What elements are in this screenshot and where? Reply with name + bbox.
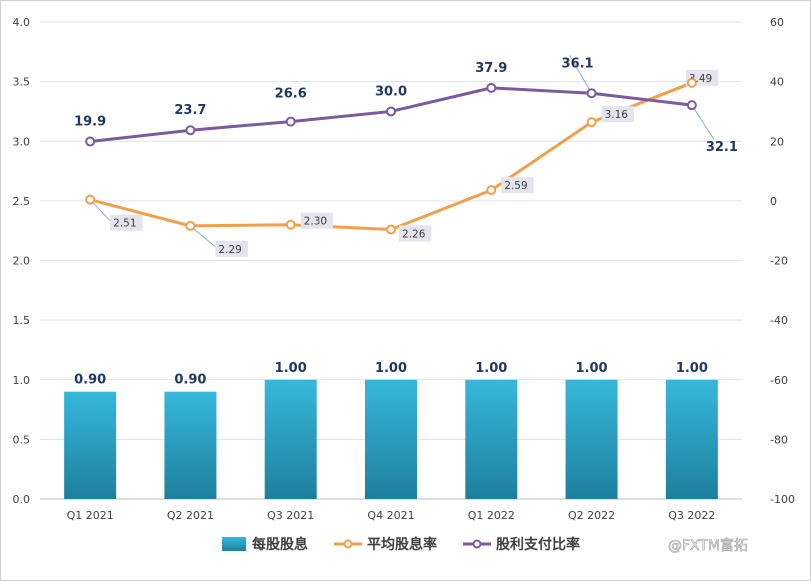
avg-yield-point [386, 224, 396, 235]
right-tick-label: 60 [770, 16, 784, 29]
payout-ratio-label: 32.1 [706, 140, 738, 155]
dividend-bar-label: 0.90 [74, 373, 106, 388]
avg-yield-label: 2.26 [402, 228, 426, 240]
avg-yield-point [85, 194, 96, 205]
x-axis-categories: Q1 2021 Q2 2021 Q3 2021 Q4 2021 Q1 2022 Q2 20… [67, 509, 716, 522]
category-label: Q2 2021 [167, 509, 214, 522]
right-tick-label: -80 [770, 433, 788, 446]
payout-ratio-label: 26.6 [275, 87, 307, 102]
avg-yield-leader [190, 225, 216, 248]
category-label: Q3 2022 [668, 509, 715, 522]
avg-yield-label-box [215, 240, 248, 257]
legend-marker-yield [343, 539, 353, 549]
legend: 每股股息 平均股息率 股利支付比率 [222, 536, 580, 553]
legend-label-dividend: 每股股息 [252, 536, 308, 553]
dividend-bar [465, 379, 518, 499]
category-label: Q4 2021 [367, 509, 414, 522]
right-axis-ticks: -100 -80 -60 -40 -20 0 20 40 60 [770, 16, 795, 506]
dividend-bar-label: 1.00 [275, 361, 307, 376]
avg-yield-point [486, 185, 497, 196]
avg-yield-label: 2.29 [218, 244, 241, 256]
right-tick-label: 0 [770, 195, 777, 208]
legend-label-ratio: 股利支付比率 [496, 536, 580, 553]
payout-ratio-label: 36.1 [562, 56, 594, 71]
avg-yield-label: 2.59 [504, 180, 527, 192]
category-label: Q3 2021 [267, 509, 314, 522]
left-tick-label: 3.5 [13, 76, 31, 89]
right-tick-label: -20 [770, 255, 788, 268]
left-tick-label: 2.0 [13, 255, 31, 268]
category-label: Q1 2022 [468, 509, 515, 522]
left-tick-label: 4.0 [13, 16, 31, 29]
legend-marker-ratio [472, 539, 482, 549]
payout-ratio-point [285, 116, 296, 127]
payout-ratio-point [185, 125, 196, 136]
dividend-bar [64, 391, 117, 499]
avg-yield-label: 3.16 [605, 109, 629, 121]
left-tick-label: 2.5 [13, 195, 31, 208]
right-tick-label: -100 [770, 493, 795, 506]
payout-ratio-leader [691, 104, 715, 140]
dividend-per-share-bars: 0.90 0.90 1.00 1.00 1.00 1.00 1.00 [64, 361, 718, 499]
payout-ratio-leader [569, 55, 593, 94]
avg-yield-series: 2.512.292.302.262.593.163.49 [85, 69, 719, 257]
left-tick-label: 1.0 [13, 374, 31, 387]
avg-yield-label: 2.30 [304, 216, 327, 228]
left-tick-label: 0.5 [13, 433, 31, 446]
avg-yield-label-box [110, 214, 143, 231]
left-tick-label: 3.0 [13, 135, 31, 148]
dividend-bar [365, 379, 417, 499]
avg-yield-point [285, 219, 296, 230]
avg-yield-label: 2.51 [113, 218, 136, 230]
left-tick-label: 1.5 [13, 314, 31, 327]
avg-yield-point [185, 220, 196, 231]
payout-ratio-label: 23.7 [174, 103, 206, 118]
right-tick-label: 40 [770, 76, 784, 89]
payout-ratio-label: 30.0 [375, 84, 407, 99]
payout-ratio-point [586, 88, 597, 99]
avg-yield-label-box [399, 225, 432, 242]
dividend-bar [565, 379, 618, 499]
category-label: Q2 2022 [568, 509, 615, 522]
gridlines [40, 21, 742, 500]
watermark: @FXTM富拓 [668, 537, 748, 554]
right-tick-label: -60 [770, 374, 788, 387]
payout-ratio-point [686, 100, 697, 111]
legend-label-yield: 平均股息率 [367, 536, 437, 553]
dividend-bar-label: 1.00 [676, 361, 708, 376]
right-tick-label: 20 [770, 135, 784, 148]
dividend-bar [665, 379, 718, 499]
avg-yield-label-box [601, 106, 634, 123]
payout-ratio-label: 37.9 [475, 61, 507, 76]
payout-ratio-point [386, 106, 396, 117]
payout-ratio-series: 19.9 23.7 26.6 30.0 37.9 36.1 32.1 [74, 55, 738, 155]
avg-yield-label-box [300, 212, 334, 229]
avg-yield-label-box [501, 177, 534, 194]
dividend-bar-label: 1.00 [576, 361, 608, 376]
avg-yield-point [686, 77, 697, 88]
dividend-bar [264, 379, 317, 499]
dividend-bar-label: 0.90 [174, 373, 206, 388]
dividend-bar-label: 1.00 [375, 361, 407, 376]
payout-ratio-point [486, 82, 497, 93]
avg-yield-point [586, 117, 597, 128]
dividend-bar [164, 391, 217, 499]
left-axis-ticks: 0.0 0.5 1.0 1.5 2.0 2.5 3.0 3.5 4.0 [13, 16, 31, 506]
dividend-bar-label: 1.00 [475, 361, 507, 376]
legend-swatch-dividend [222, 537, 246, 551]
right-tick-label: -40 [770, 314, 788, 327]
left-tick-label: 0.0 [13, 493, 31, 506]
payout-ratio-label: 19.9 [74, 115, 106, 130]
category-label: Q1 2021 [67, 509, 114, 522]
payout-ratio-point [85, 136, 96, 147]
